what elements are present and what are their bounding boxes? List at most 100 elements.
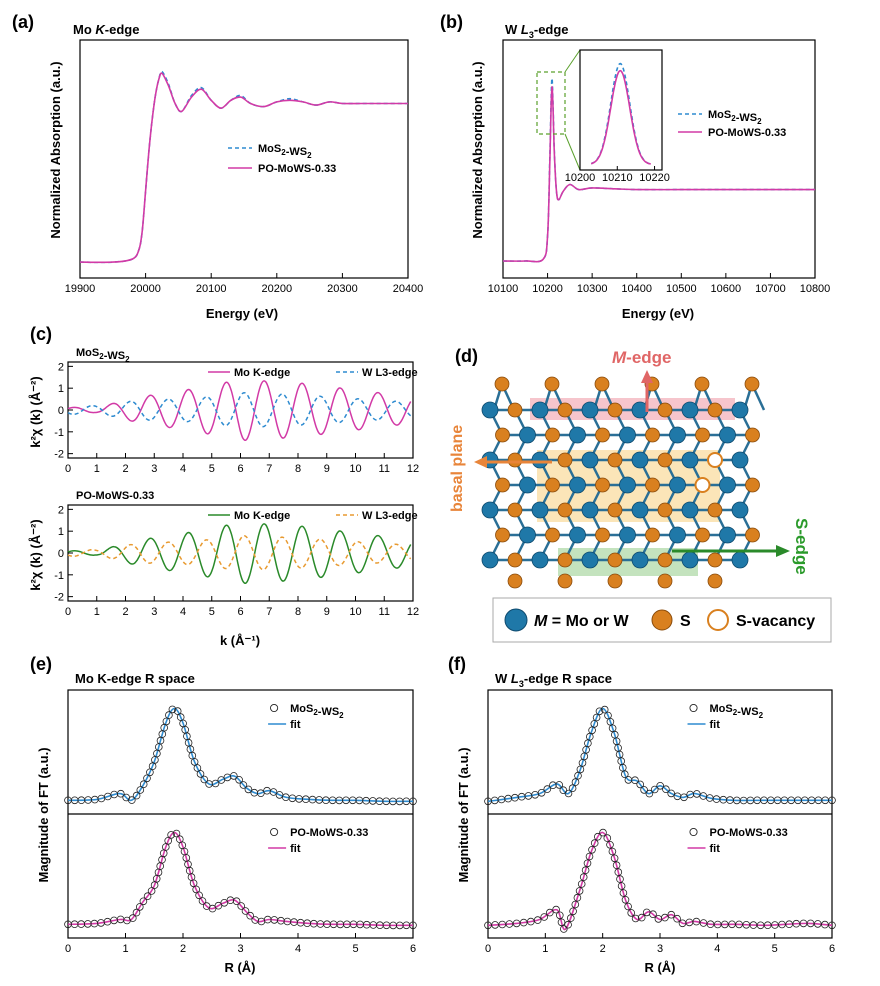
data-marker [667, 789, 675, 798]
m-edge-arrowhead [641, 370, 653, 383]
data-marker [624, 902, 632, 911]
data-marker [566, 914, 575, 922]
panel-a-title: Mo K-edge [73, 22, 139, 37]
m-atom [619, 476, 636, 494]
s-atom [607, 452, 623, 468]
s-atom [745, 527, 760, 543]
panel-f-ylabel: Magnitude of FT (a.u.) [456, 747, 471, 882]
data-marker [620, 770, 629, 778]
data-marker [583, 859, 592, 868]
data-marker [619, 889, 628, 897]
data-marker [139, 780, 148, 788]
series-w-l3-edge [67, 391, 412, 428]
x-tick-label: 3 [151, 463, 157, 475]
inset-frame [579, 49, 663, 171]
x-tick-label: 20400 [393, 283, 424, 295]
data-marker [190, 758, 199, 766]
panel-f-xlabel: R (Å) [644, 960, 675, 975]
s-atom [557, 573, 573, 589]
panel-a-plot: 19900 20000 20100 20200 20300 20400 MoS2-WS2 PO… [65, 39, 424, 295]
data-marker [637, 913, 646, 922]
s-atom [657, 452, 673, 468]
s-atom [744, 376, 760, 392]
m-atom [569, 476, 586, 494]
y-tick-label: -2 [54, 592, 64, 604]
data-marker [559, 925, 568, 933]
s-atom [694, 376, 710, 392]
data-marker [246, 911, 255, 920]
x-tick-label: 10500 [666, 283, 697, 295]
legend-data: MoS2-WS2 [290, 703, 344, 720]
s-atom [557, 552, 573, 568]
panel-f-title: W L3-edge R space [495, 671, 612, 689]
panel-label-e: (e) [30, 654, 52, 674]
x-tick-label: 5 [209, 606, 215, 618]
s-atom [607, 402, 623, 418]
m-atom [669, 476, 686, 494]
data-marker [749, 921, 758, 929]
s-atom [557, 502, 573, 518]
data-marker [592, 713, 601, 722]
data-marker [211, 779, 220, 788]
panel-e-title: Mo K-edge R space [75, 671, 195, 686]
data-marker [588, 845, 596, 854]
x-tick-label: 10600 [711, 283, 742, 295]
series-mo-k-edge [67, 523, 412, 585]
data-marker [621, 895, 630, 904]
y-tick-label: -1 [54, 570, 64, 582]
s-atom [657, 502, 673, 518]
s-atom [707, 552, 723, 568]
series-mos2-ws2-line [79, 70, 408, 264]
y-tick-label: 1 [58, 383, 64, 395]
x-tick-label: 1 [94, 463, 100, 475]
panel-b-ylabel: Normalized Absorption (a.u.) [470, 61, 485, 238]
data-marker [162, 717, 171, 726]
data-marker [568, 784, 577, 792]
series-po-mows-line [502, 85, 815, 263]
s-atom [495, 477, 510, 493]
x-tick-label: 10200 [532, 283, 563, 295]
data-marker [616, 875, 624, 883]
panel-e-ylabel: Magnitude of FT (a.u.) [36, 747, 51, 882]
data-marker [552, 905, 560, 914]
m-atom [731, 551, 749, 569]
s-atom [657, 552, 673, 568]
series-w-l3-edge [67, 534, 412, 571]
data-marker [650, 785, 659, 794]
m-atom [731, 451, 749, 469]
x-tick-label: 6 [237, 463, 243, 475]
s-atom [595, 527, 610, 543]
m-atom [681, 451, 699, 469]
s-atom [745, 427, 760, 443]
panel-label-d: (d) [455, 346, 478, 366]
x-tick-label: 0 [65, 463, 71, 475]
panel-e-xlabel: R (Å) [224, 960, 255, 975]
s-atom [607, 502, 623, 518]
zoom-connector [564, 49, 581, 73]
data-marker [235, 775, 243, 784]
legend-marker [689, 827, 698, 837]
x-tick-label: 4 [180, 606, 186, 618]
m-atom [481, 501, 499, 519]
s-atom [695, 427, 710, 443]
x-tick-label: 6 [410, 943, 416, 955]
data-marker [543, 785, 552, 793]
data-marker [128, 796, 136, 804]
m-atom [719, 426, 736, 444]
legend-w-l3: W L3-edge [362, 367, 418, 379]
m-atom [531, 401, 549, 419]
m-atom [669, 426, 686, 444]
y-tick-label: -1 [54, 427, 64, 439]
data-marker [533, 916, 542, 924]
data-marker [129, 914, 137, 922]
x-tick-label: 6 [829, 943, 835, 955]
data-marker [579, 873, 588, 881]
fit-line [487, 831, 833, 931]
legend-fit: fit [290, 843, 301, 855]
s-atom [494, 376, 510, 392]
x-tick-label: 20100 [196, 283, 227, 295]
data-marker [165, 711, 173, 719]
s-atom [695, 527, 710, 543]
x-tick-label: 7 [266, 606, 272, 618]
data-marker [649, 910, 657, 918]
